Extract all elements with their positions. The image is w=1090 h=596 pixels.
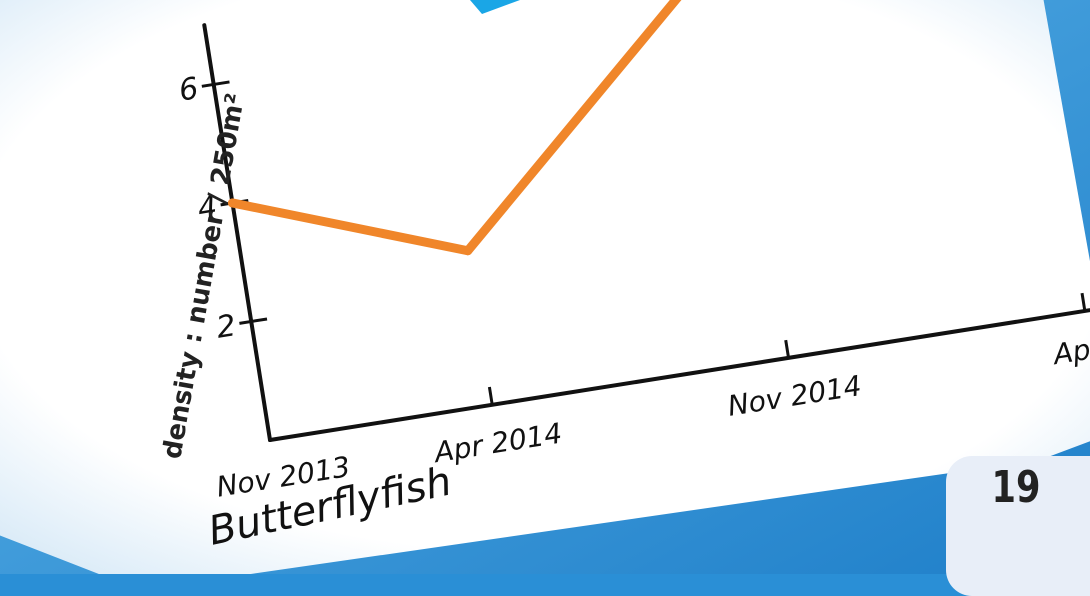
y-tick-label: 6 [177,71,201,109]
x-tick-label: Nov 2014 [725,369,863,423]
x-axis [268,292,1090,442]
y-axis-title: density : number / 250m² [157,91,251,461]
background [0,0,1090,574]
x-tick-label: Apr 2014 [430,416,564,469]
x-tick-label: Apr 2 [1049,327,1090,372]
y-tick-label: 2 [214,308,238,346]
x-tick [784,339,791,359]
y-tick [201,80,230,88]
y-axis [202,23,272,442]
cyan-arrow-decoration [470,0,520,14]
series-point [463,246,473,256]
page-number-badge [946,456,1090,596]
page-number: 19 [991,462,1041,513]
x-tick [1080,292,1087,312]
x-tick [487,386,494,406]
series-point [227,198,237,208]
y-tick [239,317,268,325]
series-line [227,0,1025,256]
paper-sheet [0,0,1090,574]
